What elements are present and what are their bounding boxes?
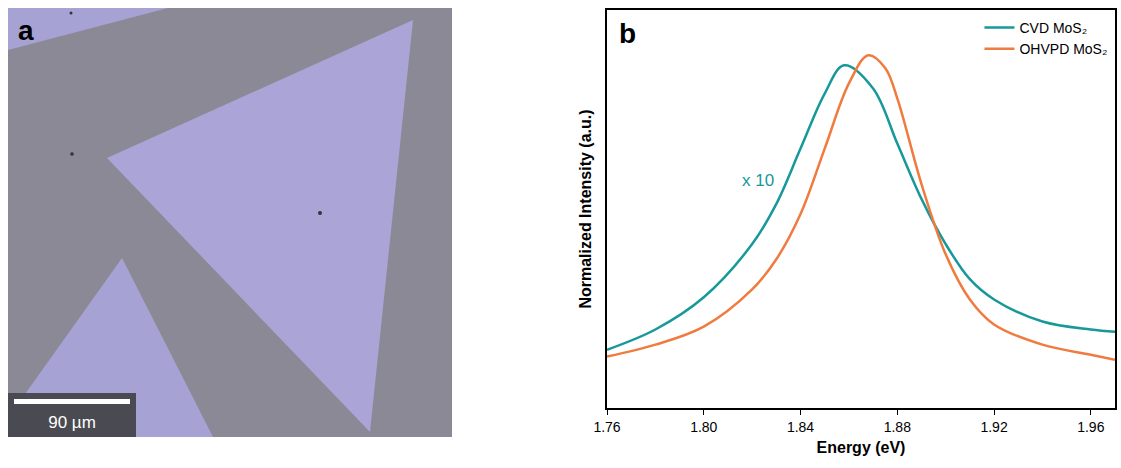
svg-text:1.80: 1.80	[690, 419, 717, 435]
svg-text:1.88: 1.88	[884, 419, 911, 435]
svg-text:90 µm: 90 µm	[48, 413, 96, 432]
svg-text:1.96: 1.96	[1077, 419, 1104, 435]
svg-text:1.92: 1.92	[980, 419, 1007, 435]
svg-text:Normalized Intensity (a.u.): Normalized Intensity (a.u.)	[577, 109, 594, 308]
svg-text:x 10: x 10	[742, 171, 774, 190]
svg-text:b: b	[619, 18, 636, 49]
svg-text:CVD MoS₂: CVD MoS₂	[1019, 20, 1087, 36]
svg-text:a: a	[18, 15, 34, 46]
svg-text:Energy (eV): Energy (eV)	[817, 439, 906, 456]
svg-text:1.76: 1.76	[593, 419, 620, 435]
svg-text:1.84: 1.84	[787, 419, 814, 435]
svg-text:OHVPD MoS₂: OHVPD MoS₂	[1019, 41, 1107, 57]
